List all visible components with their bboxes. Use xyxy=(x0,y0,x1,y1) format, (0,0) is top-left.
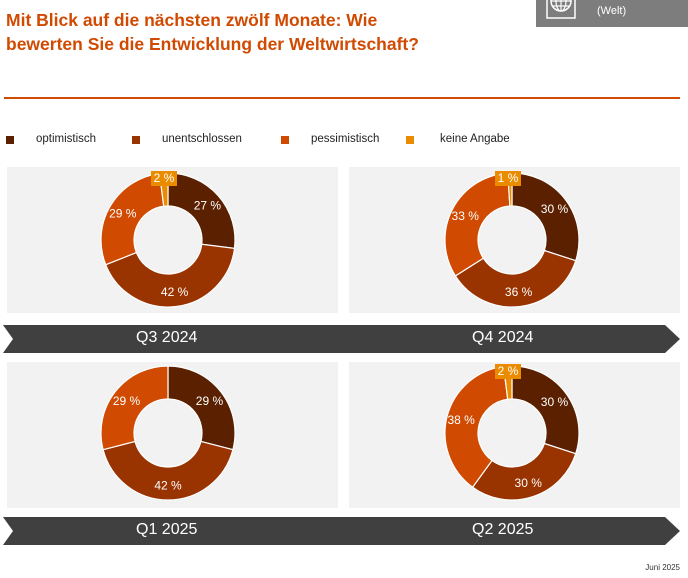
data-label: 36 % xyxy=(505,285,533,299)
period-label: Q4 2024 xyxy=(472,329,534,346)
donut-slice-unentschlossen xyxy=(102,440,234,501)
footer-date: Juni 2025 xyxy=(645,563,680,572)
donut-slice-pessimistisch xyxy=(100,365,169,451)
donut-slice-optimistisch xyxy=(167,365,236,451)
legend-swatch xyxy=(6,136,14,144)
legend-label: optimistisch xyxy=(36,133,97,145)
legend-label: pessimistisch xyxy=(311,133,380,145)
data-label: 27 % xyxy=(194,198,222,212)
period-banner-row-2 xyxy=(3,517,680,545)
donut-slice-optimistisch xyxy=(511,365,580,455)
period-label: Q1 2025 xyxy=(136,521,198,538)
data-label: 30 % xyxy=(541,395,569,409)
data-label-background xyxy=(495,171,521,186)
data-label: 1 % xyxy=(498,171,519,185)
period-banner-row-1 xyxy=(3,325,680,353)
data-label: 38 % xyxy=(447,413,475,427)
data-label: 33 % xyxy=(452,209,480,223)
donut-slice-unentschlossen xyxy=(104,243,236,308)
data-label: 29 % xyxy=(113,394,141,408)
data-label: 42 % xyxy=(161,285,189,299)
legend-swatch xyxy=(406,136,414,144)
legend-swatch xyxy=(132,136,140,144)
region-badge: (Welt) xyxy=(536,0,688,27)
badge-subtitle: (Welt) xyxy=(597,5,627,17)
legend-swatch xyxy=(281,136,289,144)
donut-slice-unentschlossen xyxy=(471,442,577,501)
donut-slice-optimistisch xyxy=(167,172,236,250)
donut-slice-optimistisch xyxy=(511,172,580,262)
data-label: 42 % xyxy=(154,479,182,493)
donut-slice-pessimistisch xyxy=(444,365,509,489)
data-label: 30 % xyxy=(515,476,543,490)
globe-icon xyxy=(546,0,576,19)
title-divider xyxy=(4,97,680,99)
data-label: 2 % xyxy=(154,171,175,185)
data-label: 2 % xyxy=(498,364,519,378)
data-label-background xyxy=(495,364,521,379)
period-label: Q2 2025 xyxy=(472,521,534,538)
donut-slice-pessimistisch xyxy=(444,172,511,277)
data-label-background xyxy=(151,171,177,186)
data-label: 30 % xyxy=(541,202,569,216)
donut-slice-unentschlossen xyxy=(454,249,577,308)
period-label: Q3 2024 xyxy=(136,329,198,346)
legend-label: keine Angabe xyxy=(440,133,510,145)
data-label: 29 % xyxy=(196,394,224,408)
data-label: 29 % xyxy=(109,206,137,220)
legend-label: unentschlossen xyxy=(162,133,242,145)
page-title: Mit Blick auf die nächsten zwölf Monate:… xyxy=(6,10,419,54)
